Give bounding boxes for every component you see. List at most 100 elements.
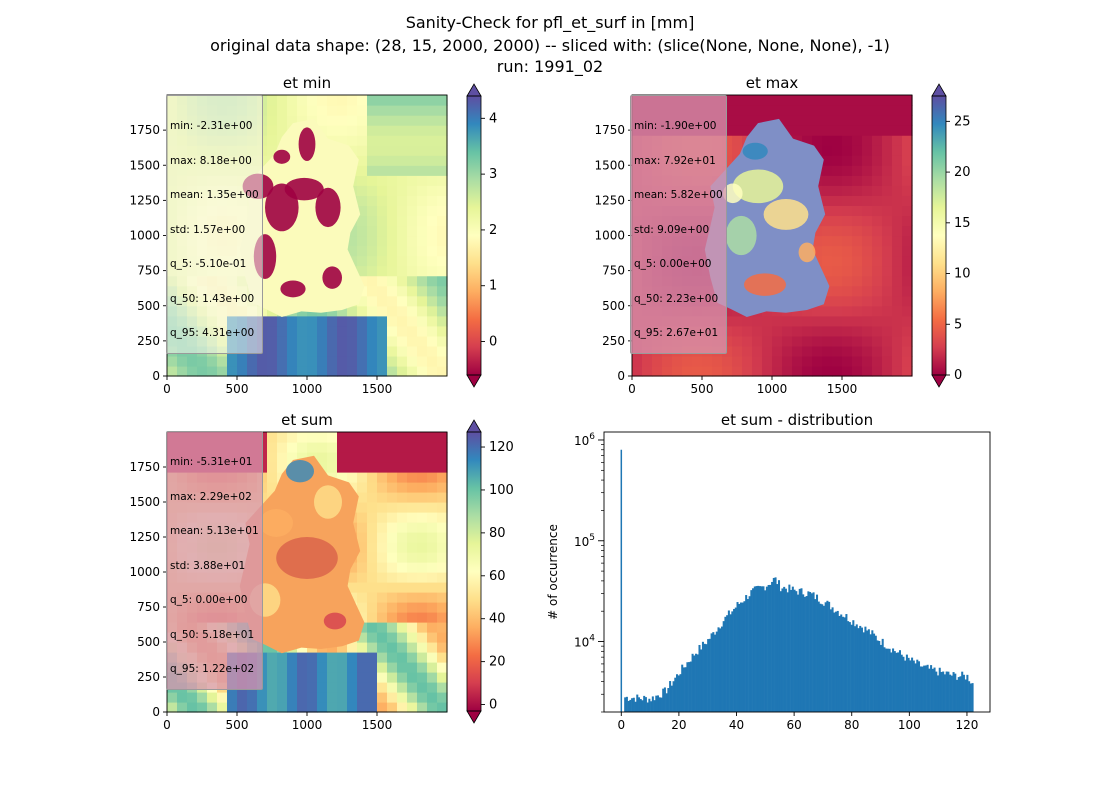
heatmap-cell (427, 512, 438, 523)
heatmap-cell (862, 125, 873, 136)
heatmap-cell (377, 355, 388, 367)
histogram-bar (637, 697, 641, 712)
heatmap-cell (357, 155, 368, 166)
heatmap-cell (267, 462, 278, 473)
heatmap-cell (197, 355, 208, 367)
heatmap-cell (437, 532, 448, 543)
heatmap-cell (367, 532, 378, 543)
heatmap-cell (357, 612, 368, 623)
heatmap-cell (337, 345, 348, 357)
heatmap-cell (407, 195, 418, 206)
heatmap-cell (437, 265, 448, 277)
heatmap-cell (407, 185, 418, 196)
heatmap-cell (427, 562, 438, 573)
heatmap-cell (347, 325, 358, 337)
heatmap-cell (317, 325, 328, 337)
heatmap-cell (437, 702, 448, 713)
heatmap-cell (367, 522, 378, 533)
heatmap-cell (842, 345, 853, 357)
heatmap-cell (297, 662, 308, 673)
heatmap-cell (832, 165, 843, 176)
heatmap-cell (337, 115, 348, 126)
heatmap-cell (812, 335, 823, 347)
colorbar-extend-top (466, 83, 482, 97)
heatmap-cell (882, 145, 893, 156)
heatmap-cell (367, 265, 378, 277)
heatmap-cell (862, 145, 873, 156)
x-tick-label: 120 (956, 718, 979, 732)
heatmap-cell (407, 125, 418, 136)
heatmap-cell (377, 482, 388, 493)
heatmap-cell (752, 115, 763, 126)
heatmap-cell (357, 265, 368, 277)
heatmap-cell (277, 335, 288, 347)
heatmap-cell (427, 672, 438, 683)
heatmap-cell (862, 295, 873, 307)
heatmap-cell (367, 275, 378, 287)
heatmap-cell (377, 365, 388, 377)
histogram-bar (672, 681, 675, 712)
heatmap-cell (882, 195, 893, 206)
histogram-bar (885, 648, 888, 712)
y-tick-label: 1750 (594, 123, 625, 137)
heatmap-cell (902, 125, 913, 136)
heatmap-cell (427, 365, 438, 377)
histogram-bar (957, 677, 960, 712)
heatmap-cell (397, 462, 408, 473)
heatmap-cell (742, 125, 753, 136)
heatmap-cell (297, 452, 308, 463)
heatmap-cell (387, 175, 398, 186)
x-tick-label: 500 (691, 382, 714, 396)
heatmap-cell (367, 95, 378, 106)
heatmap-cell (852, 265, 863, 277)
y-tick-label: 1250 (129, 530, 160, 544)
heatmap-cell (732, 135, 743, 146)
heatmap-cell (217, 702, 228, 713)
heatmap-cell (437, 275, 448, 287)
heatmap-cell (387, 442, 398, 453)
histogram-bar (783, 586, 786, 712)
heatmap-cell (397, 115, 408, 126)
axes-frame (603, 431, 991, 713)
heatmap-cell (902, 135, 913, 146)
heatmap-cell (267, 345, 278, 357)
heatmap-cell (417, 452, 428, 463)
heatmap-cell (437, 552, 448, 563)
heatmap-cell (722, 305, 733, 317)
heatmap-cell (397, 432, 408, 443)
heatmap-cell (387, 115, 398, 126)
histogram-bar (864, 626, 867, 712)
heatmap-cell (902, 275, 913, 287)
heatmap-cell (762, 365, 773, 377)
heatmap-cell (357, 345, 368, 357)
x-tick-label: 20 (671, 718, 686, 732)
x-tick-label: 500 (226, 382, 249, 396)
histogram-bar (741, 602, 744, 712)
heatmap-cell (407, 305, 418, 317)
heatmap-cell (317, 462, 328, 473)
heatmap-cell (167, 365, 178, 377)
heatmap-cell (327, 335, 338, 347)
heatmap-cell (732, 325, 743, 337)
heatmap-cell (437, 365, 448, 377)
heatmap-cell (367, 642, 378, 653)
heatmap-cell (892, 295, 903, 307)
heatmap-cell (427, 542, 438, 553)
histogram-bar (777, 580, 781, 712)
heatmap-cell (417, 522, 428, 533)
histogram-bar (852, 620, 855, 712)
heatmap-cell (842, 145, 853, 156)
heatmap-cell (387, 295, 398, 307)
heatmap-cell (427, 355, 438, 367)
heatmap-cell (407, 95, 418, 106)
histogram-bar (971, 683, 974, 712)
heatmap-cell (822, 235, 833, 247)
heatmap-cell (287, 692, 298, 703)
heatmap-cell (832, 155, 843, 166)
histogram-bar (917, 661, 921, 712)
heatmap-cell (397, 275, 408, 287)
heatmap-cell (377, 175, 388, 186)
heatmap-cell (417, 642, 428, 653)
heatmap-cell (347, 582, 358, 593)
heatmap-cell (377, 692, 388, 703)
